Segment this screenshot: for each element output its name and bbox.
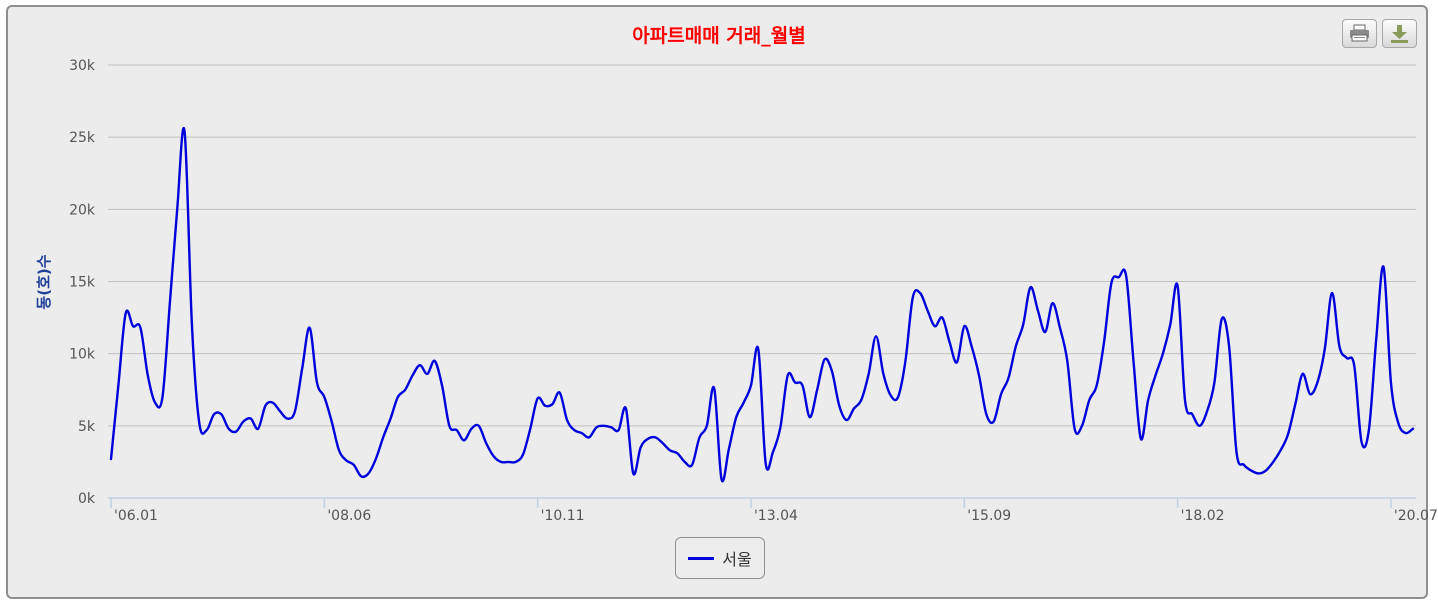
x-tick-label: '15.09: [967, 508, 1011, 524]
y-tick-label: 10k: [69, 347, 96, 363]
y-tick-label: 15k: [69, 275, 96, 291]
x-tick-label: '06.01: [114, 508, 158, 524]
chart-title: 아파트매매 거래_월별: [632, 25, 805, 47]
x-tick-label: '18.02: [1181, 508, 1225, 524]
y-tick-label: 5k: [78, 419, 96, 435]
legend-swatch: [688, 556, 715, 560]
x-tick-label: '13.04: [754, 508, 798, 524]
y-tick-label: 20k: [69, 202, 96, 218]
y-tick-label: 25k: [69, 130, 96, 146]
download-icon: [1391, 25, 1408, 43]
series-line-seoul: [109, 127, 1415, 483]
download-button[interactable]: [1382, 19, 1417, 48]
x-tick-label: '20.07: [1394, 508, 1438, 524]
x-axis: '06.01 '08.06 '10.11 '13.04 '15.09 '18.02 '20.…: [108, 497, 1438, 524]
gridlines: [108, 64, 1416, 427]
series-layer: [109, 127, 1415, 483]
x-tick-label: '10.11: [541, 508, 585, 524]
legend-label: 서울: [722, 550, 752, 569]
y-axis-label: 동(호)수: [35, 254, 53, 309]
x-tick-label: '08.06: [327, 508, 371, 524]
legend[interactable]: 서울: [675, 537, 765, 579]
y-axis-ticks: 0k 5k 10k 15k 20k 25k 30k: [69, 58, 96, 507]
y-tick-label: 0k: [78, 491, 96, 507]
print-button[interactable]: [1342, 19, 1377, 48]
y-tick-label: 30k: [69, 58, 96, 74]
printer-icon: [1350, 24, 1369, 42]
chart-panel: [6, 5, 1428, 599]
